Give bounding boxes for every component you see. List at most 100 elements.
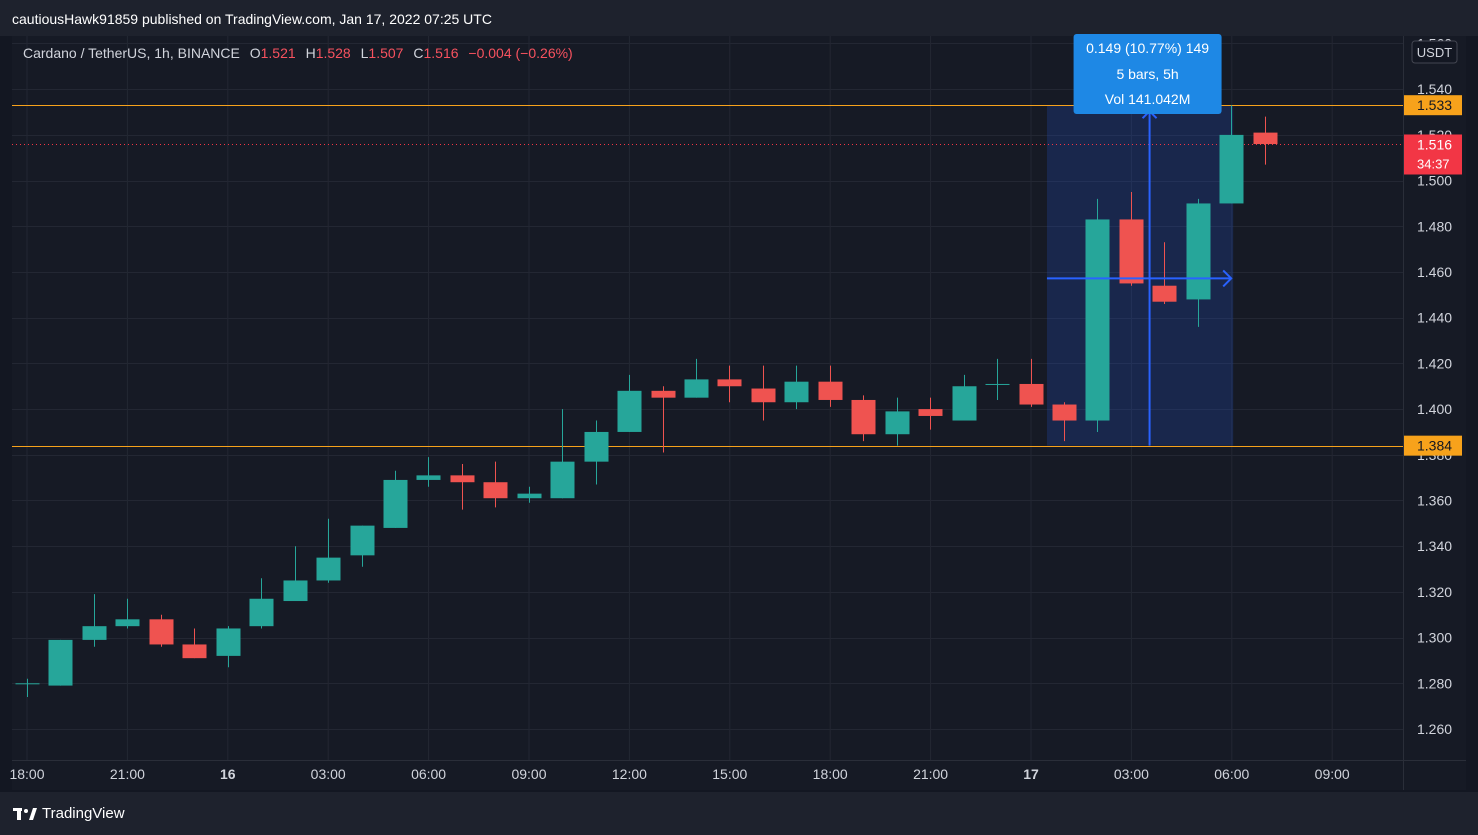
tradingview-logo-icon bbox=[13, 807, 37, 820]
time-tick-label: 21:00 bbox=[913, 766, 948, 782]
candle-body bbox=[885, 411, 910, 435]
candle bbox=[149, 614, 174, 647]
candle-body bbox=[48, 639, 73, 686]
price-tick-label: 1.360 bbox=[1417, 493, 1452, 509]
level-price-label-text: 1.384 bbox=[1417, 438, 1452, 454]
close-label: C bbox=[413, 45, 424, 61]
candle-body bbox=[15, 683, 40, 685]
candle-body bbox=[851, 399, 876, 435]
time-tick-label: 12:00 bbox=[612, 766, 647, 782]
footer-bar bbox=[0, 792, 1478, 835]
candle-body bbox=[82, 626, 107, 640]
candle bbox=[1152, 242, 1177, 304]
candle bbox=[651, 386, 676, 453]
price-tick-label: 1.440 bbox=[1417, 310, 1452, 326]
low-label: L bbox=[360, 45, 369, 61]
candle-body bbox=[717, 379, 742, 387]
price-tick-label: 1.260 bbox=[1417, 721, 1452, 737]
current-price-value: 1.516 bbox=[1417, 137, 1452, 153]
candle-body bbox=[1085, 219, 1110, 421]
current-price-label-box bbox=[1404, 134, 1462, 175]
candle bbox=[216, 626, 241, 668]
candle-body bbox=[550, 461, 575, 499]
candle bbox=[1085, 198, 1110, 432]
candle bbox=[1186, 198, 1211, 327]
measure-tooltip: 0.149 (10.77%) 149 5 bars, 5h Vol 141.042M bbox=[1073, 34, 1222, 114]
candle-body bbox=[818, 381, 843, 400]
price-tick-label: 1.300 bbox=[1417, 630, 1452, 646]
time-tick-label: 21:00 bbox=[110, 766, 145, 782]
symbol-legend[interactable]: Cardano / TetherUS, 1h, BINANCE O1.521 H… bbox=[23, 45, 573, 61]
candle bbox=[316, 518, 341, 583]
candle bbox=[483, 461, 508, 508]
candle bbox=[784, 365, 809, 410]
candle bbox=[1119, 192, 1144, 286]
candle-body bbox=[450, 475, 475, 483]
symbol-title: Cardano / TetherUS, 1h, BINANCE bbox=[23, 45, 240, 61]
candle bbox=[450, 463, 475, 510]
level-price-label-box bbox=[1404, 435, 1462, 456]
measure-change-text: 0.149 (10.77%) 149 bbox=[1086, 40, 1209, 56]
candle bbox=[517, 486, 542, 503]
currency-badge-box bbox=[1411, 40, 1458, 64]
candle-body bbox=[1119, 219, 1144, 284]
brand-label: TradingView bbox=[42, 805, 125, 822]
time-tick-label: 09:00 bbox=[511, 766, 546, 782]
candle-body bbox=[249, 598, 274, 627]
publisher-text: cautiousHawk91859 published on TradingVi… bbox=[12, 11, 492, 27]
candle-body bbox=[1219, 134, 1244, 204]
price-tick-label: 1.420 bbox=[1417, 355, 1452, 371]
candle-body bbox=[517, 493, 542, 499]
candle bbox=[1253, 116, 1278, 165]
candle bbox=[918, 397, 943, 430]
candle bbox=[617, 374, 642, 432]
candle-body bbox=[416, 475, 441, 480]
price-tick-label: 1.320 bbox=[1417, 584, 1452, 600]
grid-lines bbox=[12, 36, 1403, 760]
plot-area bbox=[12, 105, 1403, 698]
currency-label: USDT bbox=[1417, 45, 1452, 60]
candle bbox=[818, 365, 843, 407]
candle bbox=[985, 358, 1010, 400]
candle-body bbox=[350, 525, 375, 556]
candle bbox=[550, 409, 575, 499]
time-tick-label: 06:00 bbox=[411, 766, 446, 782]
candle-body bbox=[918, 409, 943, 416]
time-tick-label: 18:00 bbox=[9, 766, 44, 782]
candle-body bbox=[1253, 132, 1278, 145]
candle-body bbox=[1152, 285, 1177, 302]
candle bbox=[717, 365, 742, 403]
candle bbox=[350, 525, 375, 567]
candle-body bbox=[952, 386, 977, 421]
time-tick-label: 03:00 bbox=[1114, 766, 1149, 782]
candle-body bbox=[784, 381, 809, 403]
measure-tooltip-box bbox=[1073, 34, 1222, 114]
candle-body bbox=[1019, 383, 1044, 405]
candle-body bbox=[316, 557, 341, 581]
candle-body bbox=[115, 619, 140, 627]
level-price-label: 1.384 bbox=[1404, 435, 1462, 456]
candle-body bbox=[1186, 203, 1211, 300]
high-value: 1.528 bbox=[315, 45, 351, 61]
candle-body bbox=[751, 388, 776, 403]
candle-body bbox=[216, 628, 241, 656]
candle-body bbox=[283, 580, 308, 602]
price-tick-label: 1.400 bbox=[1417, 401, 1452, 417]
candle bbox=[15, 678, 40, 698]
time-axis: 18:00 21:00 16 03:00 06:00 09:00 12:00 15:00 18:… bbox=[9, 766, 1349, 782]
candle-body bbox=[383, 479, 408, 528]
time-tick-label: 15:00 bbox=[712, 766, 747, 782]
candle-body bbox=[1052, 404, 1077, 421]
time-tick-label: 18:00 bbox=[813, 766, 848, 782]
current-price-label: 1.516 34:37 bbox=[1404, 134, 1462, 175]
tradingview-brand[interactable]: TradingView bbox=[12, 805, 125, 822]
open-label: O bbox=[249, 45, 261, 61]
candle bbox=[684, 358, 709, 398]
candle bbox=[952, 374, 977, 421]
price-tick-label: 1.280 bbox=[1417, 675, 1452, 691]
candle-body bbox=[684, 379, 709, 398]
price-tick-label: 1.500 bbox=[1417, 173, 1452, 189]
candle bbox=[115, 598, 140, 629]
candle bbox=[82, 594, 107, 647]
